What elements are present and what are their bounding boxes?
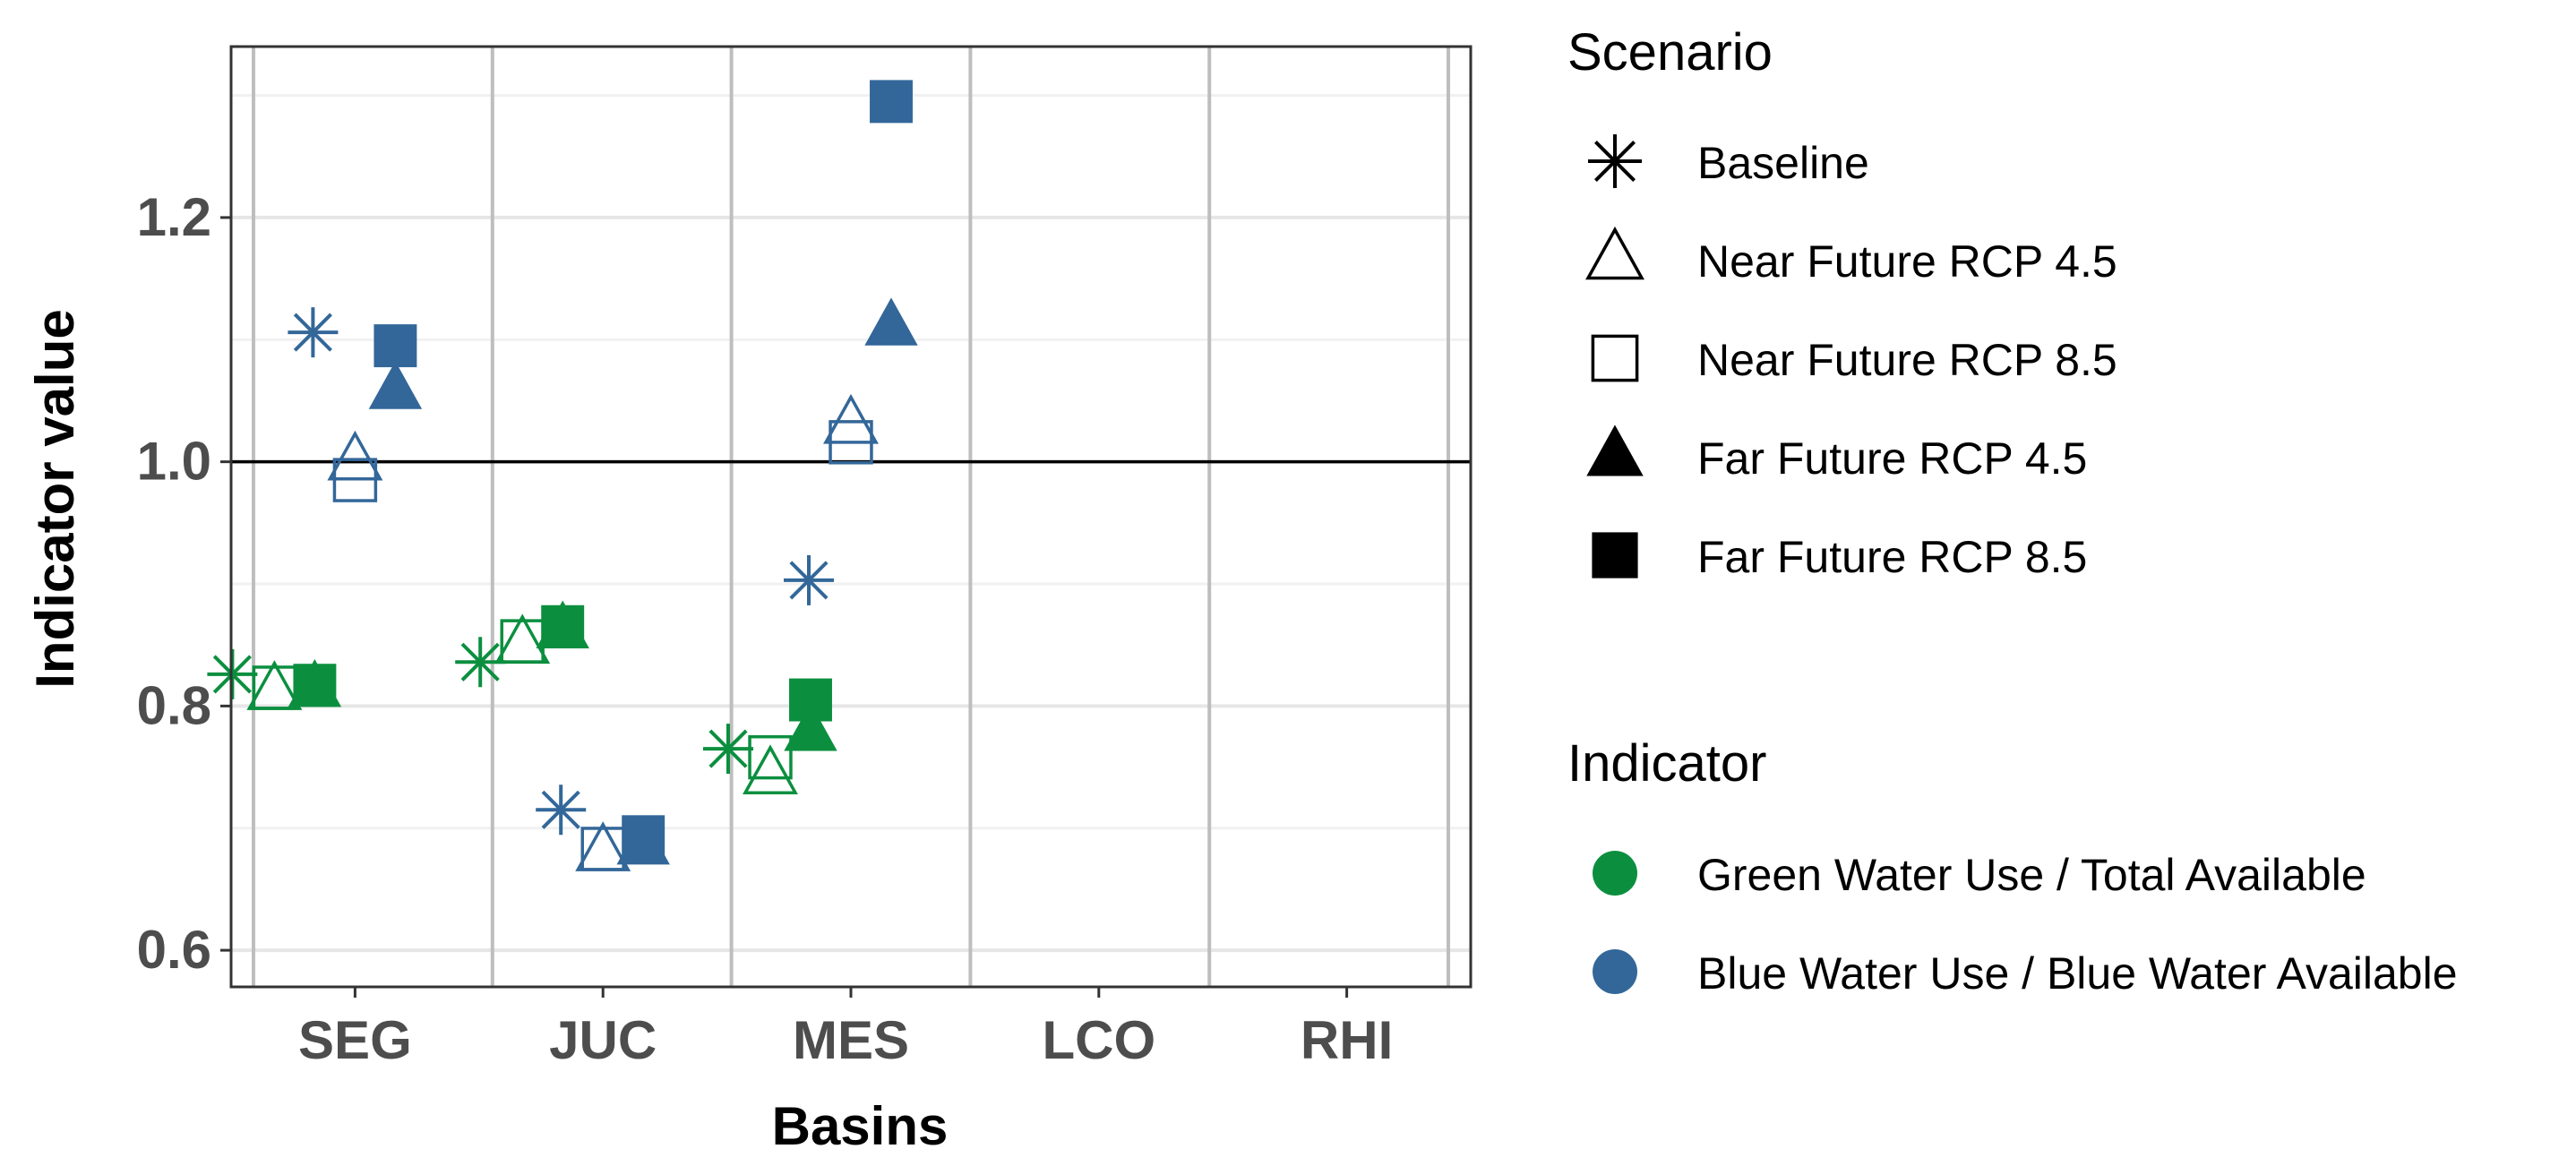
- legend-key-triangle-filled: [1586, 424, 1644, 476]
- data-point-green-mes-2: [748, 734, 793, 780]
- data-point-green-mes-3: [784, 703, 837, 751]
- data-point-blue-seg-4: [374, 324, 417, 368]
- grid-layer: [231, 47, 1471, 987]
- x-tick-label-mes: MES: [793, 1010, 909, 1070]
- data-point-green-mes-4: [789, 678, 832, 722]
- data-point-blue-seg-1: [327, 430, 383, 481]
- data-point-green-juc-0: [455, 637, 506, 688]
- scenario-legend-title: Scenario: [1567, 23, 1773, 81]
- legend-key-triangle-open: [1585, 226, 1644, 280]
- y-tick-label: 1.0: [137, 432, 211, 492]
- data-point-blue-mes-2: [829, 420, 873, 465]
- x-tick-label-rhi: RHI: [1301, 1010, 1393, 1070]
- scenario-legend-label: Near Future RCP 4.5: [1697, 236, 2117, 287]
- y-tick-label: 0.6: [137, 920, 211, 980]
- legend-key-square-filled: [1592, 532, 1638, 579]
- legend-key-square-open: [1591, 334, 1639, 382]
- y-tick-label: 0.8: [137, 675, 211, 735]
- data-point-green-mes-1: [743, 744, 798, 794]
- data-point-blue-mes-4: [870, 80, 913, 124]
- data-point-blue-seg-3: [368, 361, 423, 409]
- indicator-legend-label: Blue Water Use / Blue Water Available: [1697, 948, 2458, 999]
- axis-layer: 0.6 0.8 1.0 1.2 SEG JUC MES LCO RHI: [137, 187, 1394, 1070]
- data-point-green-seg-4: [293, 664, 337, 707]
- data-point-blue-seg-0: [288, 307, 339, 358]
- data-point-blue-mes-0: [784, 554, 834, 605]
- data-marks: [207, 80, 918, 871]
- legend: Scenario Indicator Baseline Near Future R…: [1567, 23, 2458, 999]
- legend-key-circle: [1593, 949, 1637, 994]
- scenario-legend-label: Far Future RCP 8.5: [1697, 532, 2087, 582]
- legend-key-asterisk: [1588, 134, 1642, 188]
- data-point-blue-mes-1: [823, 393, 879, 444]
- x-tick-label-seg: SEG: [298, 1010, 412, 1070]
- data-point-blue-seg-2: [332, 458, 378, 502]
- y-axis-title: Indicator value: [25, 309, 85, 688]
- data-point-blue-mes-3: [864, 297, 918, 346]
- x-axis-title: Basins: [772, 1096, 949, 1156]
- data-point-green-mes-0: [703, 724, 753, 775]
- data-point-green-juc-4: [541, 604, 585, 648]
- data-point-blue-juc-4: [622, 815, 665, 859]
- x-tick-label-lco: LCO: [1042, 1010, 1155, 1070]
- scenario-legend-label: Baseline: [1697, 138, 1869, 188]
- indicator-legend-title: Indicator: [1567, 734, 1766, 793]
- y-tick-label: 1.2: [137, 187, 211, 247]
- scenario-legend-label: Near Future RCP 8.5: [1697, 335, 2117, 385]
- data-point-blue-juc-0: [536, 784, 587, 836]
- legend-key-circle: [1593, 851, 1637, 896]
- scenario-legend-label: Far Future RCP 4.5: [1697, 433, 2087, 484]
- indicator-legend-label: Green Water Use / Total Available: [1697, 850, 2366, 900]
- x-tick-label-juc: JUC: [549, 1010, 657, 1070]
